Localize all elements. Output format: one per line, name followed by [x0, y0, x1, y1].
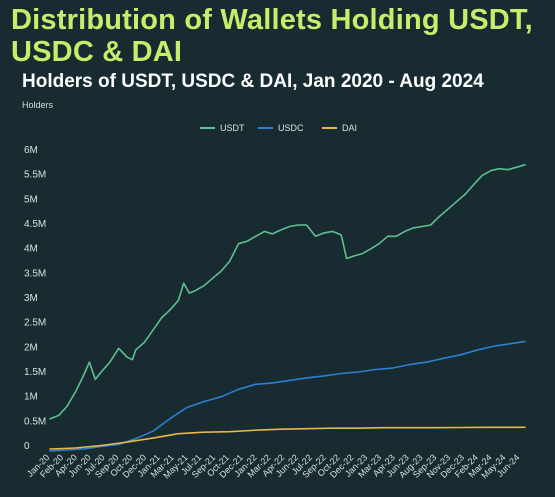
y-axis-label: Holders: [22, 100, 54, 110]
y-tick-label: 2.5M: [24, 318, 46, 329]
legend-label-usdt: USDT: [220, 123, 245, 133]
y-tick-label: 3M: [24, 293, 38, 304]
chart-subtitle: Holders of USDT, USDC & DAI, Jan 2020 - …: [22, 71, 484, 92]
legend-label-usdc: USDC: [278, 123, 304, 133]
y-tick-label: 1.5M: [24, 367, 46, 378]
y-tick-label: 0.5M: [24, 416, 46, 427]
chart-title: Distribution of Wallets Holding USDT, US…: [11, 4, 533, 68]
series-line-usdt: [49, 164, 526, 420]
series-line-dai: [49, 426, 526, 450]
y-tick-label: 4M: [24, 244, 38, 255]
y-tick-label: 4.5M: [24, 219, 46, 230]
y-tick-label: 1M: [24, 392, 38, 403]
series-line-usdc: [49, 340, 526, 452]
y-tick-label: 3.5M: [24, 268, 46, 279]
y-tick-label: 5.5M: [24, 170, 46, 181]
y-tick-label: 6M: [24, 145, 38, 156]
y-tick-label: 2M: [24, 342, 38, 353]
y-tick-label: 0: [24, 441, 30, 452]
y-tick-label: 5M: [24, 194, 38, 205]
legend-label-dai: DAI: [342, 123, 357, 133]
